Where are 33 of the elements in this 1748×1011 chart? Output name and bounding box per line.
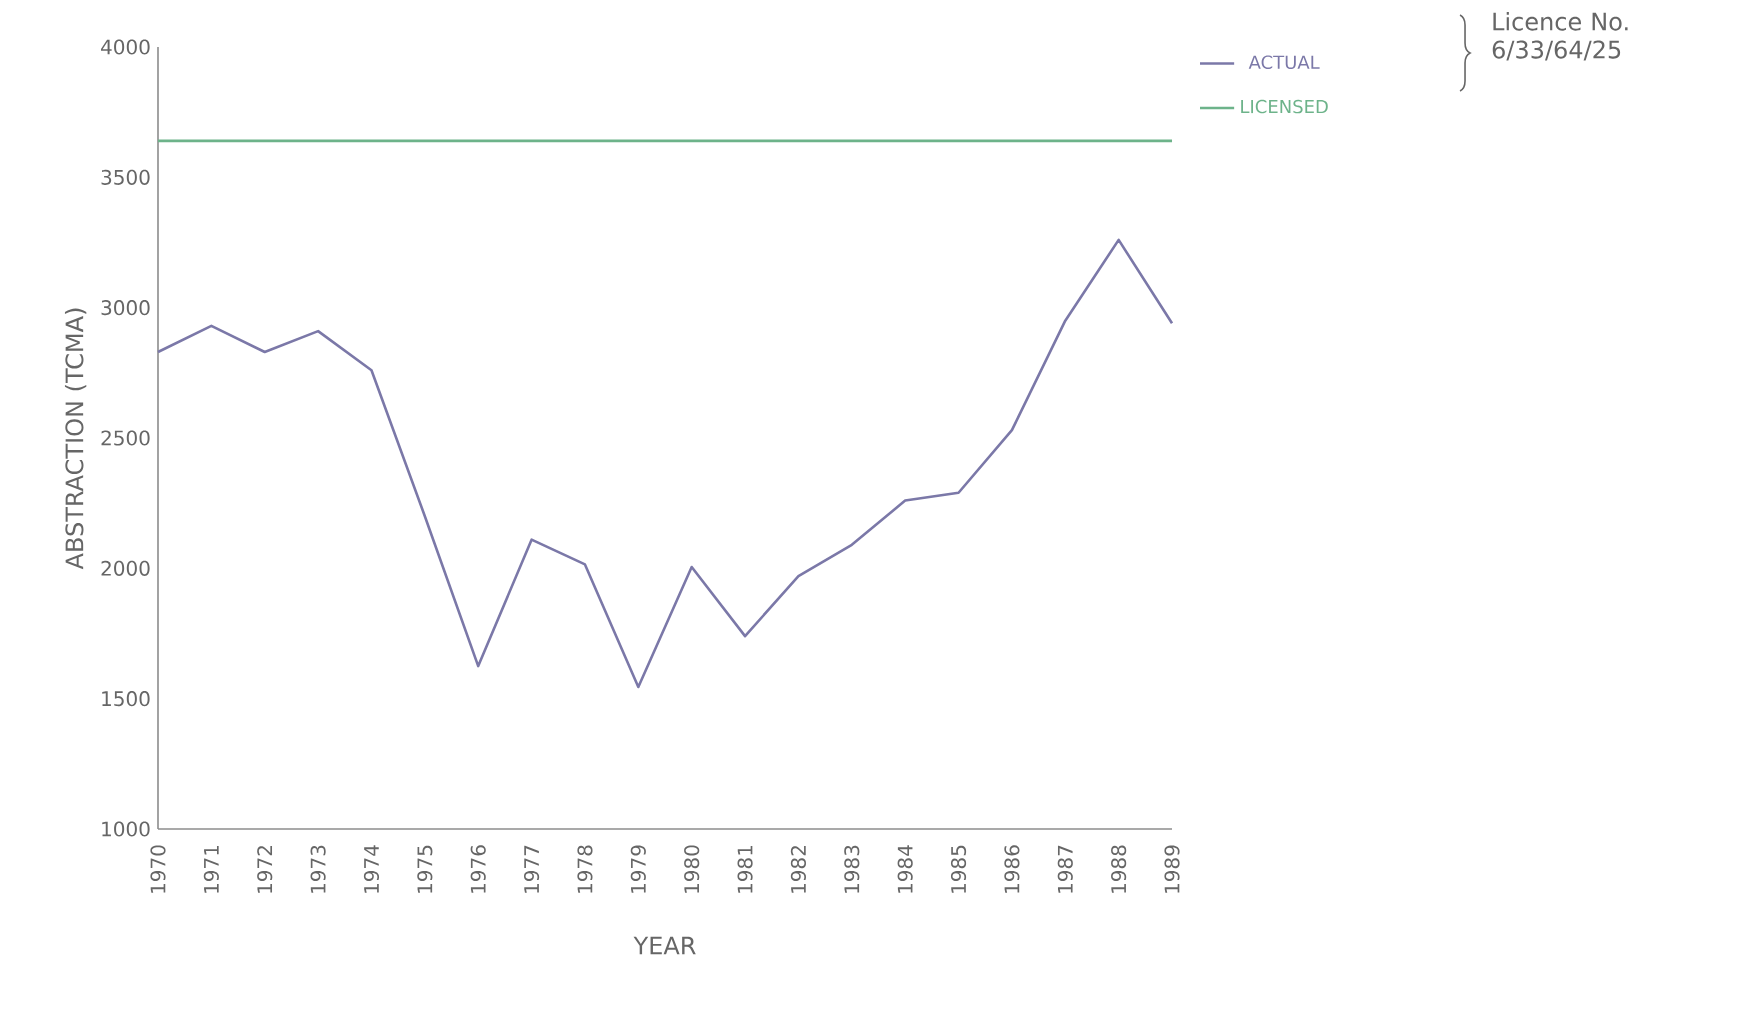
x-tick-label: 1981 <box>737 845 753 893</box>
x-tick-label: 1974 <box>363 845 380 893</box>
text: Licence No. 6/33/64/25 <box>1492 12 1628 61</box>
x-tick-label: 1972 <box>257 846 273 893</box>
x-tick-label: 1986 <box>1004 845 1020 893</box>
x-axis-title: YEAR <box>633 936 696 955</box>
x-tick-label: 1984 <box>897 845 913 893</box>
y-tick-label: 3000 <box>101 300 150 316</box>
x-tick-label: 1989 <box>1164 845 1180 893</box>
y-axis-title: ABSTRACTION (TCMA) <box>64 308 87 570</box>
legend-label: LICENSED <box>1241 99 1328 114</box>
x-tick-label: 1980 <box>684 845 700 893</box>
line-series <box>156 238 1174 689</box>
x-tick-label: 1985 <box>950 845 967 893</box>
x-tick-label: 1970 <box>150 845 166 893</box>
x-tick-label: 1979 <box>630 845 646 893</box>
y-tick-label: 2500 <box>101 430 150 446</box>
x-tick-label: 1973 <box>310 845 326 893</box>
y-tick-label: 2000 <box>101 560 150 576</box>
x-tick-label: 1977 <box>524 845 540 893</box>
legend-label: ACTUAL <box>1248 55 1320 69</box>
x-tick-label: 1983 <box>844 845 860 893</box>
x-tick-label: 1982 <box>790 846 806 893</box>
x-tick-label: 1976 <box>470 845 486 893</box>
x-tick-label: 1978 <box>577 845 593 893</box>
x-tick-label: 1975 <box>417 845 433 893</box>
y-tick-label: 1000 <box>102 821 150 837</box>
y-tick-label: 1500 <box>102 691 150 707</box>
x-tick-label: 1987 <box>1057 845 1073 893</box>
x-tick-label: 1971 <box>203 845 219 893</box>
y-tick-label: 4000 <box>101 39 150 55</box>
x-tick-label: 1988 <box>1111 845 1127 893</box>
y-tick-label: 3500 <box>101 169 150 185</box>
